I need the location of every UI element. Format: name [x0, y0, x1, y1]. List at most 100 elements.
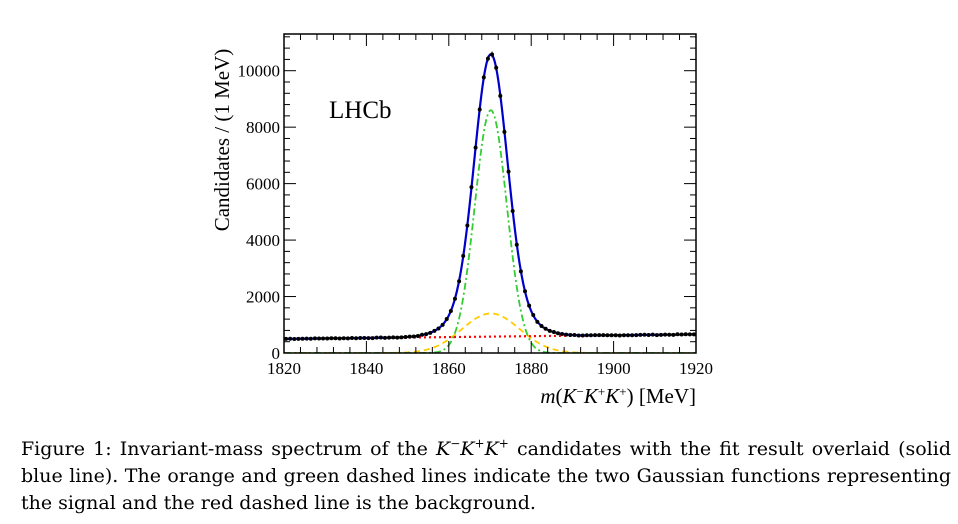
data-point [420, 332, 425, 337]
data-point [605, 333, 610, 338]
data-point [452, 296, 457, 301]
narrow-gaussian-curve [284, 109, 696, 353]
data-point [613, 333, 618, 338]
caption-post: candidates with the fit result overlaid … [21, 438, 951, 514]
data-point [296, 336, 301, 341]
data-point [564, 332, 569, 337]
data-point [345, 336, 350, 341]
data-point [387, 335, 392, 340]
data-point [329, 336, 334, 341]
data-point [354, 336, 359, 341]
background-curve [284, 333, 696, 340]
x-tick-label: 1860 [432, 359, 466, 378]
data-point [560, 331, 565, 336]
data-point [465, 223, 470, 228]
data-point [325, 336, 330, 341]
x-tick-label: 1820 [267, 359, 301, 378]
y-tick-label: 8000 [246, 118, 280, 137]
data-point [527, 303, 532, 308]
caption-pre: Invariant-mass spectrum of the [119, 438, 428, 460]
data-point [333, 336, 338, 341]
data-point [572, 332, 577, 337]
data-point [444, 316, 449, 321]
data-point [370, 336, 375, 341]
data-point [407, 334, 412, 339]
data-point [300, 336, 305, 341]
data-point [506, 169, 511, 174]
x-axis-label: m(K−K+K+) [MeV] [540, 384, 696, 409]
data-point [411, 334, 416, 339]
data-point [399, 335, 404, 340]
data-point [580, 333, 585, 338]
data-point [551, 329, 556, 334]
x-tick-label: 1900 [597, 359, 631, 378]
data-point [457, 279, 462, 284]
data-point [630, 333, 635, 338]
data-point [679, 332, 684, 337]
data-point [518, 269, 523, 274]
data-point [395, 335, 400, 340]
data-point [531, 312, 536, 317]
data-point [568, 333, 573, 338]
data-point [535, 319, 540, 324]
data-point [523, 289, 528, 294]
data-point [609, 333, 614, 338]
data-point [663, 332, 668, 337]
data-point [667, 332, 672, 337]
axes: 1820 1840 1860 1880 1900 1920 0 2000 4000 6000 800… [238, 34, 713, 378]
data-point [428, 330, 433, 335]
data-point [510, 208, 515, 213]
data-point [514, 242, 519, 247]
data-point [654, 333, 659, 338]
data-point [584, 333, 589, 338]
data-point [374, 335, 379, 340]
data-point [498, 93, 503, 98]
y-tick-label: 0 [272, 344, 281, 363]
data-point [477, 107, 482, 112]
data-point [621, 333, 626, 338]
data-point [691, 332, 696, 337]
data-point [382, 335, 387, 340]
data-point [481, 75, 486, 80]
data-point [349, 336, 354, 341]
data-point [436, 326, 441, 331]
data-point [658, 332, 663, 337]
data-point [576, 333, 581, 338]
lhcb-label: LHCb [329, 97, 392, 124]
data-point [601, 333, 606, 338]
data-point [448, 309, 453, 314]
data-points [284, 51, 696, 341]
data-point [593, 333, 598, 338]
data-point [543, 326, 548, 331]
data-point [502, 129, 507, 134]
wide-gaussian-curve [284, 312, 696, 353]
data-point [638, 332, 643, 337]
data-point [687, 332, 692, 337]
data-point [288, 336, 293, 341]
x-tick-label: 1880 [514, 359, 548, 378]
data-point [432, 328, 437, 333]
data-point [308, 336, 313, 341]
data-point [671, 332, 676, 337]
data-point [490, 52, 495, 57]
data-point [337, 336, 342, 341]
data-point [304, 336, 309, 341]
data-point [650, 332, 655, 337]
data-point [317, 336, 322, 341]
invariant-mass-chart: 1820 1840 1860 1880 1900 1920 0 2000 4000 6000 800… [210, 33, 713, 409]
data-point [683, 332, 688, 337]
data-point [469, 185, 474, 190]
x-tick-label: 1920 [679, 359, 713, 378]
data-point [634, 333, 639, 338]
data-point [555, 331, 560, 336]
data-point [424, 332, 429, 337]
data-point [485, 56, 490, 61]
plot-frame [283, 33, 697, 354]
data-point [362, 336, 367, 341]
data-point [588, 333, 593, 338]
data-point [415, 333, 420, 338]
data-point [292, 336, 297, 341]
data-point [312, 336, 317, 341]
plot-content [284, 51, 696, 353]
data-point [284, 336, 289, 341]
